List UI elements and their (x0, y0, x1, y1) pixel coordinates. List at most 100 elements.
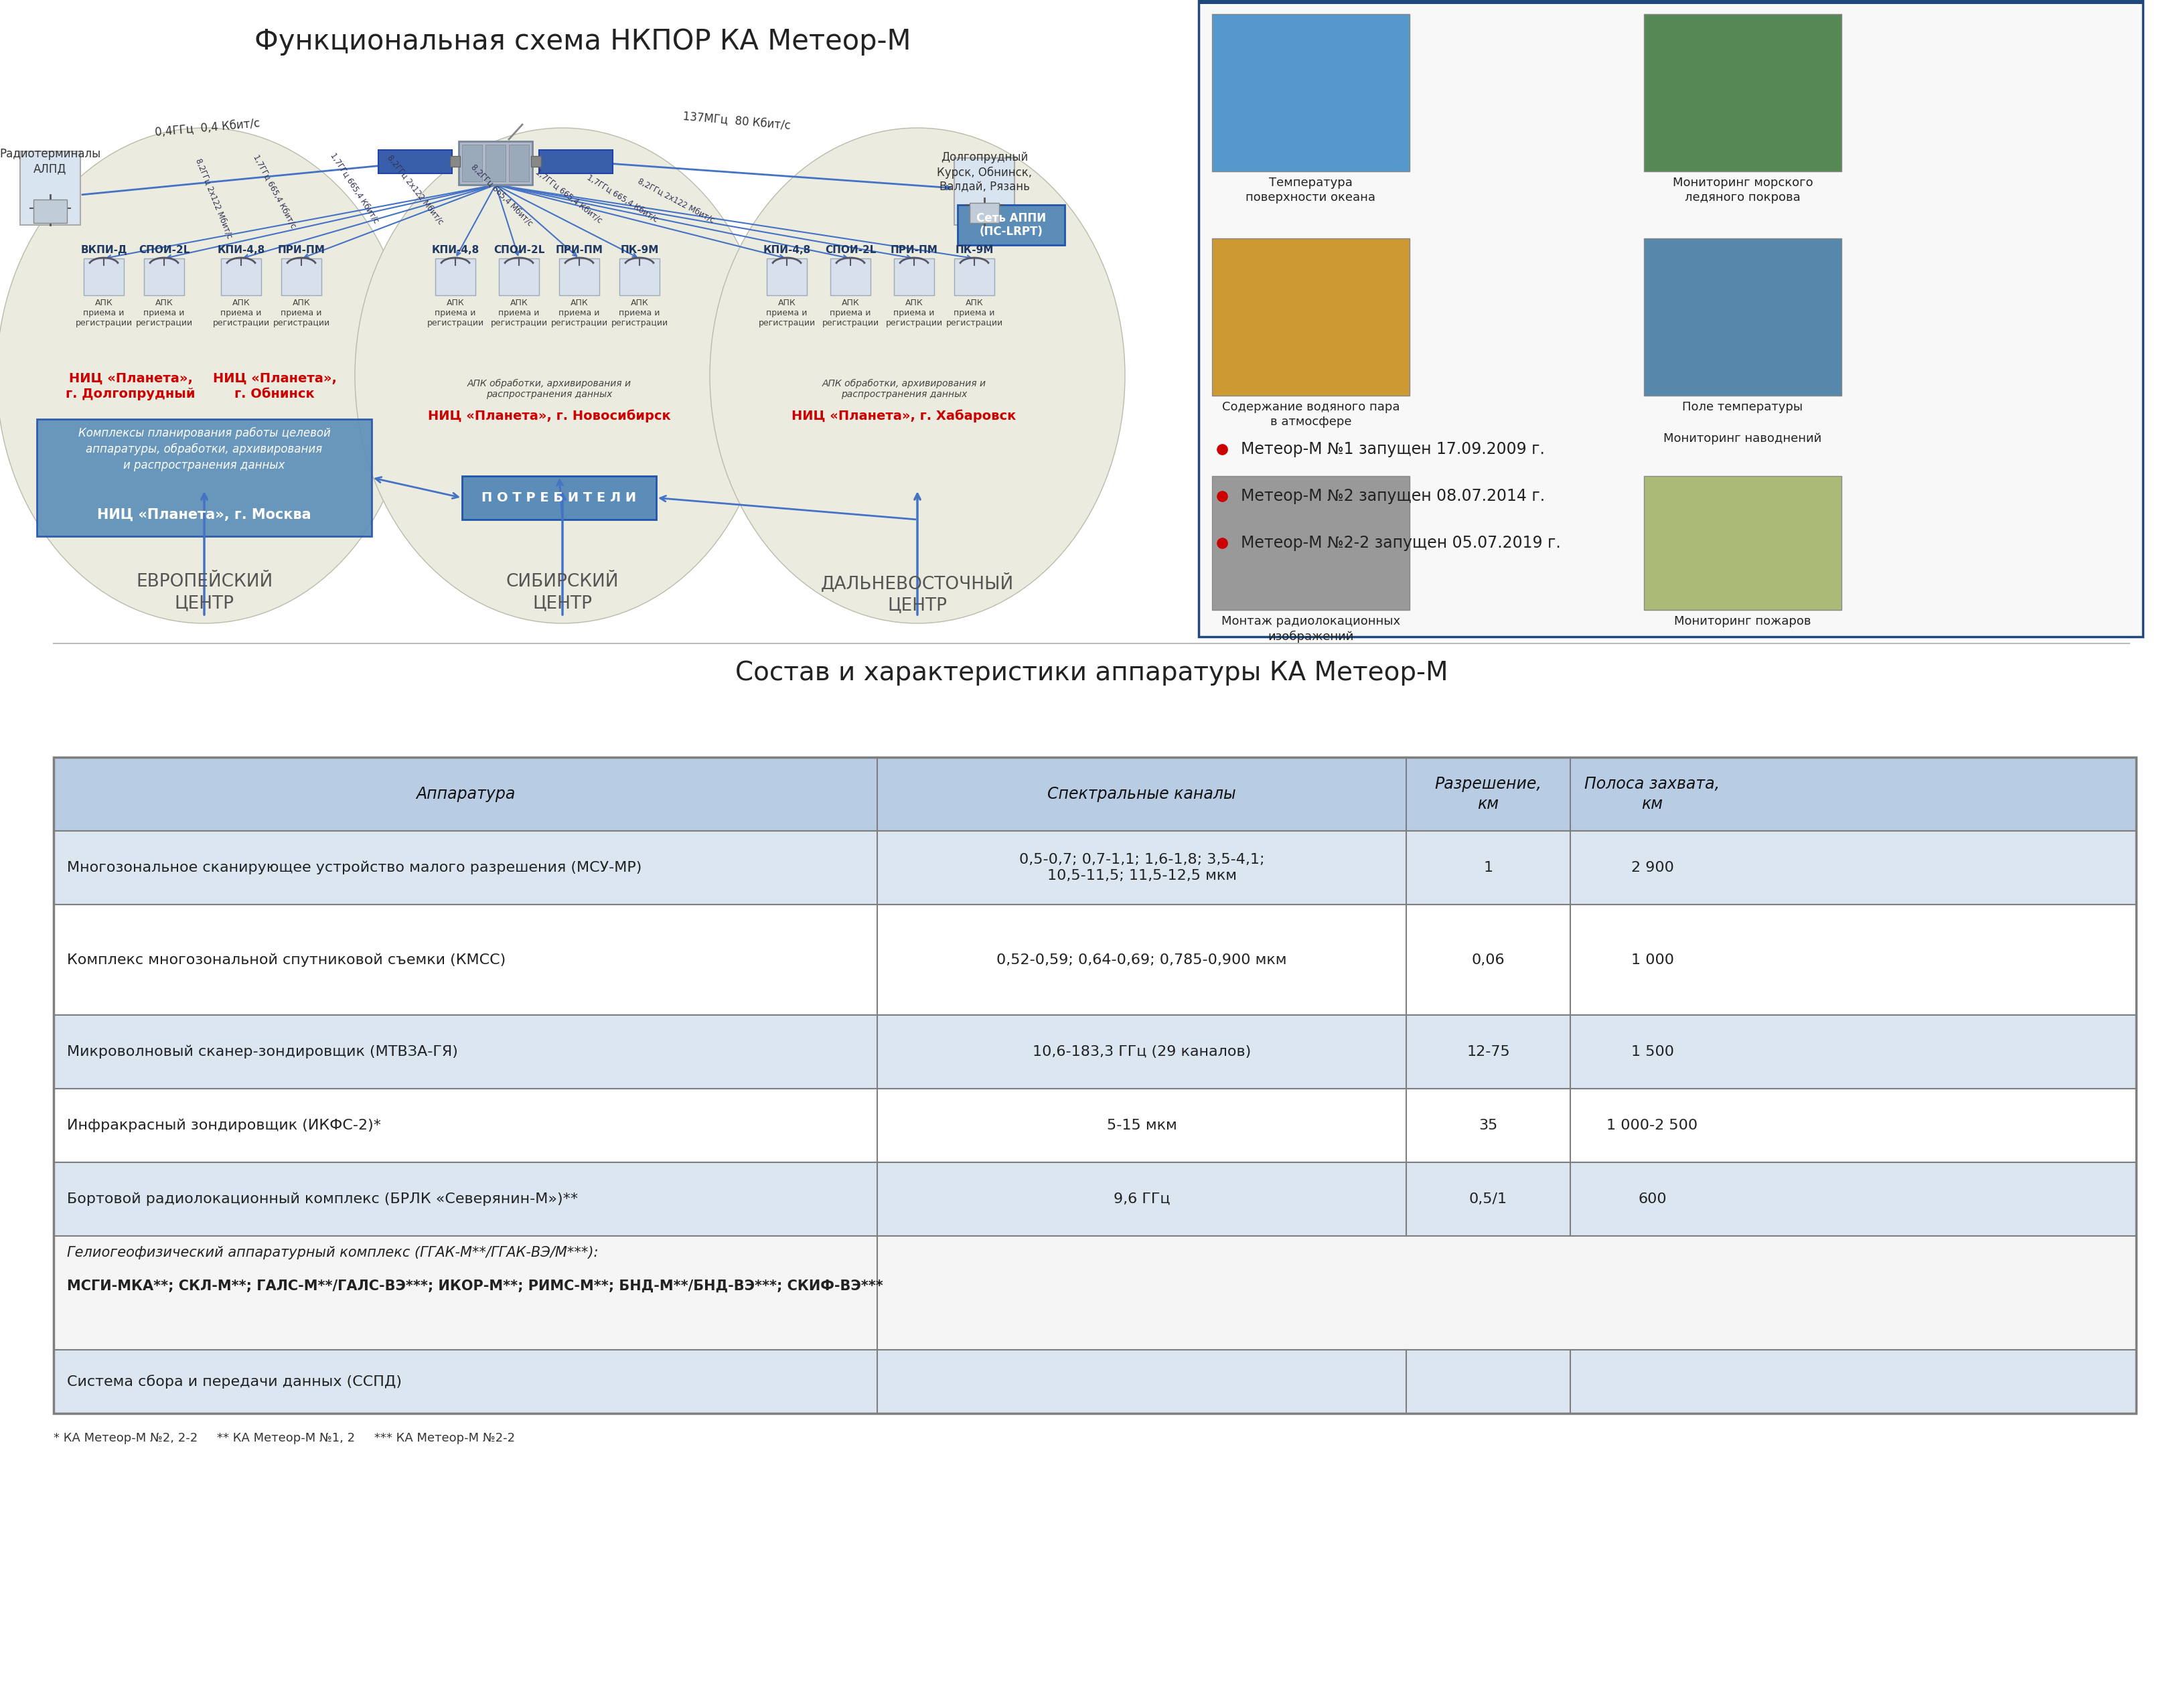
FancyBboxPatch shape (37, 418, 371, 536)
Text: АПК обработки, архивирования и
распространения данных: АПК обработки, архивирования и распростр… (823, 379, 987, 400)
Text: 0,5-0,7; 0,7-1,1; 1,6-1,8; 3,5-4,1;
10,5-11,5; 11,5-12,5 мкм: 0,5-0,7; 0,7-1,1; 1,6-1,8; 3,5-4,1; 10,5… (1019, 854, 1264, 883)
FancyBboxPatch shape (954, 258, 995, 295)
Text: АПК обработки, архивирования и
распространения данных: АПК обработки, архивирования и распростр… (467, 379, 631, 400)
Text: СИБИРСКИЙ
ЦЕНТР: СИБИРСКИЙ ЦЕНТР (506, 574, 620, 611)
Text: 600: 600 (1637, 1192, 1666, 1206)
FancyBboxPatch shape (83, 258, 124, 295)
Text: Монтаж радиолокационных
изображений: Монтаж радиолокационных изображений (1220, 615, 1399, 642)
Text: АПК
приема и
регистрации: АПК приема и регистрации (273, 299, 330, 328)
Text: Комплексы планирования работы целевой
аппаратуры, обработки, архивирования
и рас: Комплексы планирования работы целевой ап… (79, 427, 330, 471)
Ellipse shape (356, 128, 771, 623)
Ellipse shape (709, 128, 1124, 623)
Text: ДАЛЬНЕВОСТОЧНЫЙ
ЦЕНТР: ДАЛЬНЕВОСТОЧНЫЙ ЦЕНТР (821, 574, 1013, 613)
FancyBboxPatch shape (500, 258, 539, 295)
FancyBboxPatch shape (830, 258, 871, 295)
FancyBboxPatch shape (55, 905, 2137, 1015)
Text: 9,6 ГГц: 9,6 ГГц (1113, 1192, 1170, 1206)
FancyBboxPatch shape (1212, 14, 1410, 171)
Text: 0,4ГГц  0,4 Кбит/с: 0,4ГГц 0,4 Кбит/с (155, 116, 260, 138)
Text: Полоса захвата,
км: Полоса захвата, км (1585, 775, 1720, 811)
Text: 1 000: 1 000 (1631, 953, 1674, 967)
Text: Комплекс многозональной спутниковой съемки (КМСС): Комплекс многозональной спутниковой съем… (68, 953, 506, 967)
Text: ПК-9М: ПК-9М (956, 244, 993, 254)
Text: 1,7ГГц 665,4 Кбит/с: 1,7ГГц 665,4 Кбит/с (251, 154, 297, 231)
Text: Микроволновый сканер-зондировщик (МТВЗА-ГЯ): Микроволновый сканер-зондировщик (МТВЗА-… (68, 1045, 458, 1059)
FancyBboxPatch shape (55, 830, 2137, 905)
FancyBboxPatch shape (1644, 477, 1842, 610)
Text: 8,2ГГц 665,4 Мбит/с: 8,2ГГц 665,4 Мбит/с (469, 162, 535, 227)
Text: НИЦ «Планета», г. Новосибирск: НИЦ «Планета», г. Новосибирск (428, 410, 670, 422)
Text: НИЦ «Планета», г. Хабаровск: НИЦ «Планета», г. Хабаровск (792, 410, 1017, 422)
Text: Мониторинг морского
ледяного покрова: Мониторинг морского ледяного покрова (1672, 176, 1812, 203)
FancyBboxPatch shape (766, 258, 808, 295)
FancyBboxPatch shape (463, 145, 482, 181)
Text: Состав и характеристики аппаратуры КА Метеор-М: Состав и характеристики аппаратуры КА Ме… (736, 661, 1447, 685)
Text: Мониторинг наводнений: Мониторинг наводнений (1663, 432, 1823, 444)
Text: КПИ-4,8: КПИ-4,8 (218, 244, 264, 254)
Text: 5-15 мкм: 5-15 мкм (1107, 1119, 1177, 1132)
FancyBboxPatch shape (378, 150, 452, 174)
Text: Разрешение,
км: Разрешение, км (1434, 775, 1541, 811)
Text: СПОИ-2L: СПОИ-2L (825, 244, 875, 254)
Text: Температура
поверхности океана: Температура поверхности океана (1246, 176, 1375, 203)
Text: КПИ-4,8: КПИ-4,8 (432, 244, 480, 254)
Text: ЕВРОПЕЙСКИЙ
ЦЕНТР: ЕВРОПЕЙСКИЙ ЦЕНТР (135, 574, 273, 611)
Text: АПК
приема и
регистрации: АПК приема и регистрации (886, 299, 943, 328)
FancyBboxPatch shape (282, 258, 321, 295)
Text: АПК
приема и
регистрации: АПК приема и регистрации (758, 299, 814, 328)
Text: 137МГц  80 Кбит/с: 137МГц 80 Кбит/с (681, 109, 790, 132)
Text: АПК
приема и
регистрации: АПК приема и регистрации (611, 299, 668, 328)
Text: * КА Метеор-М №2, 2-2     ** КА Метеор-М №1, 2     *** КА Метеор-М №2-2: * КА Метеор-М №2, 2-2 ** КА Метеор-М №1,… (55, 1431, 515, 1445)
Text: КПИ-4,8: КПИ-4,8 (764, 244, 810, 254)
Text: 8,2ГГц 2х122 Мбит/с: 8,2ГГц 2х122 Мбит/с (386, 154, 445, 225)
FancyBboxPatch shape (895, 258, 934, 295)
FancyBboxPatch shape (1212, 477, 1410, 610)
FancyBboxPatch shape (55, 757, 2137, 830)
FancyBboxPatch shape (1198, 0, 2144, 637)
Text: АПК
приема и
регистрации: АПК приема и регистрации (135, 299, 192, 328)
Text: 35: 35 (1478, 1119, 1498, 1132)
Text: 8,2ГГц 2х122 Мбит/с: 8,2ГГц 2х122 Мбит/с (637, 176, 716, 224)
FancyBboxPatch shape (450, 155, 461, 167)
Text: НИЦ «Планета»,
г. Обнинск: НИЦ «Планета», г. Обнинск (212, 372, 336, 401)
Text: ПК-9М: ПК-9М (620, 244, 659, 254)
Text: Поле температуры: Поле температуры (1683, 401, 1803, 413)
FancyBboxPatch shape (530, 155, 541, 167)
FancyBboxPatch shape (220, 258, 262, 295)
Text: СПОИ-2L: СПОИ-2L (138, 244, 190, 254)
FancyBboxPatch shape (55, 1237, 2137, 1349)
FancyBboxPatch shape (434, 258, 476, 295)
Text: 1,7ГГц 665,4 Кбит/с: 1,7ГГц 665,4 Кбит/с (585, 173, 659, 224)
Text: Бортовой радиолокационный комплекс (БРЛК «Северянин-М»)**: Бортовой радиолокационный комплекс (БРЛК… (68, 1192, 578, 1206)
Text: Сеть АППИ
(ПС-LRPT): Сеть АППИ (ПС-LRPT) (976, 212, 1046, 237)
Text: АПК
приема и
регистрации: АПК приема и регистрации (550, 299, 607, 328)
Text: АПК
приема и
регистрации: АПК приема и регистрации (74, 299, 133, 328)
Text: АПК
приема и
регистрации: АПК приема и регистрации (428, 299, 485, 328)
Text: АПК
приема и
регистрации: АПК приема и регистрации (823, 299, 880, 328)
Text: ВКПИ-Д: ВКПИ-Д (81, 244, 127, 254)
Text: 0,52-0,59; 0,64-0,69; 0,785-0,900 мкм: 0,52-0,59; 0,64-0,69; 0,785-0,900 мкм (998, 953, 1286, 967)
FancyBboxPatch shape (954, 159, 1015, 225)
Text: Спектральные каналы: Спектральные каналы (1048, 786, 1236, 803)
Text: 10,6-183,3 ГГц (29 каналов): 10,6-183,3 ГГц (29 каналов) (1033, 1045, 1251, 1059)
Text: 1,7ГГц 665,4 Кбит/с: 1,7ГГц 665,4 Кбит/с (535, 167, 605, 225)
FancyBboxPatch shape (144, 258, 183, 295)
FancyBboxPatch shape (509, 145, 528, 181)
FancyBboxPatch shape (55, 1163, 2137, 1237)
Text: ПРИ-ПМ: ПРИ-ПМ (891, 244, 939, 254)
FancyBboxPatch shape (969, 203, 1000, 224)
Text: НИЦ «Планета»,
г. Долгопрудный: НИЦ «Планета», г. Долгопрудный (65, 372, 194, 401)
Text: СПОИ-2L: СПОИ-2L (493, 244, 544, 254)
Text: Мониторинг пожаров: Мониторинг пожаров (1674, 615, 1812, 627)
Text: Система сбора и передачи данных (ССПД): Система сбора и передачи данных (ССПД) (68, 1375, 402, 1389)
Text: Метеор-М №2 запущен 08.07.2014 г.: Метеор-М №2 запущен 08.07.2014 г. (1240, 488, 1546, 504)
Text: ПРИ-ПМ: ПРИ-ПМ (277, 244, 325, 254)
FancyBboxPatch shape (55, 1088, 2137, 1163)
FancyBboxPatch shape (485, 145, 506, 181)
Text: Функциональная схема НКПОР КА Метеор-М: Функциональная схема НКПОР КА Метеор-М (253, 27, 910, 56)
Text: АПК
приема и
регистрации: АПК приема и регистрации (491, 299, 548, 328)
Text: Метеор-М №1 запущен 17.09.2009 г.: Метеор-М №1 запущен 17.09.2009 г. (1240, 441, 1546, 458)
FancyBboxPatch shape (1644, 239, 1842, 396)
Text: 2 900: 2 900 (1631, 861, 1674, 874)
Text: НИЦ «Планета», г. Москва: НИЦ «Планета», г. Москва (98, 509, 312, 521)
